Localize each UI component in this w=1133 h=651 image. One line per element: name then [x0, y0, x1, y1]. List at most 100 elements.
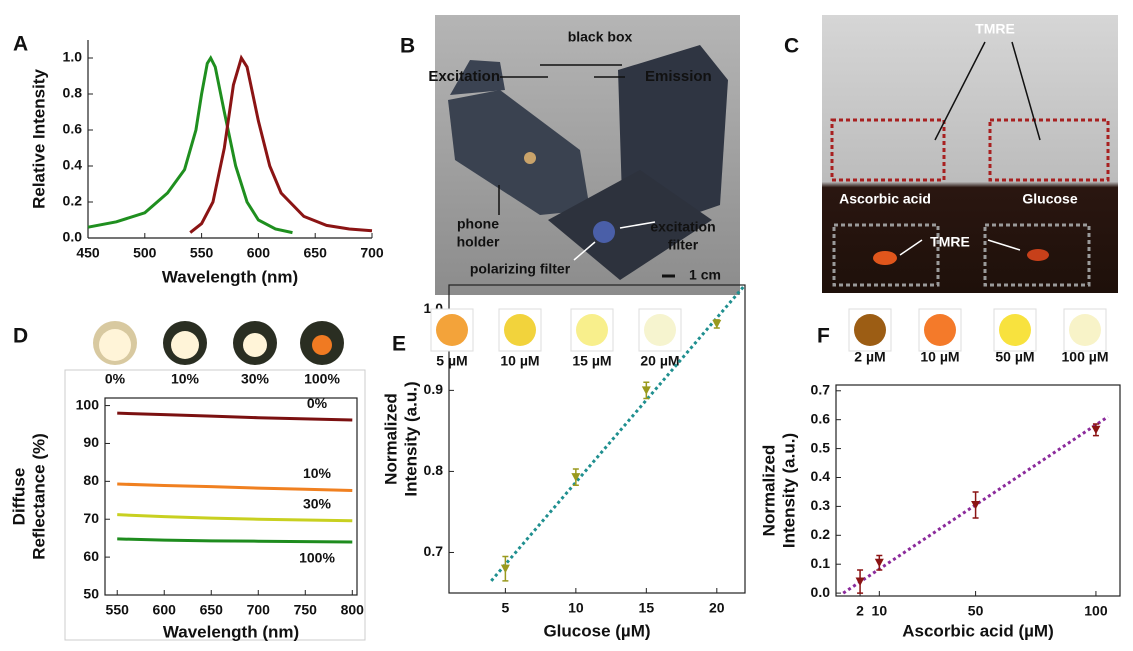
plot-frame [104, 397, 358, 596]
panel-letter: A [13, 33, 28, 56]
x-tick-label: 650 [200, 602, 224, 618]
series-line [117, 411, 353, 422]
swatch-label: 50 µM [995, 349, 1034, 365]
series-line [117, 537, 353, 544]
photo-label: polarizing filter [470, 261, 571, 277]
swatch-label: 10 µM [500, 353, 539, 369]
series-label: 100% [299, 550, 335, 566]
x-tick-label: 20 [709, 600, 725, 616]
x-tick-label: 650 [304, 245, 328, 261]
panel-letter: C [784, 35, 799, 58]
y-tick-label: 0.0 [63, 229, 83, 245]
sample-glow [243, 333, 267, 357]
y-tick-label: 0.2 [811, 526, 831, 542]
y-axis-label: Reflectance (%) [29, 433, 48, 560]
y-tick-label: 0.4 [63, 157, 83, 173]
swatch [504, 314, 536, 346]
photo-label: excitation [650, 219, 715, 235]
x-tick-label: 10 [872, 603, 888, 619]
sample-glow [99, 329, 131, 361]
fit-line [490, 284, 747, 582]
y-tick-label: 90 [83, 434, 99, 450]
x-tick-label: 700 [247, 602, 271, 618]
swatch-label: 100 µM [1062, 349, 1109, 365]
y-tick-label: 80 [83, 472, 99, 488]
x-axis-label: Glucose (µM) [543, 621, 650, 640]
panel-letter: E [392, 333, 406, 356]
x-axis-label: Ascorbic acid (µM) [902, 621, 1054, 640]
x-axis-label: Wavelength (nm) [163, 622, 299, 641]
x-tick-label: 50 [968, 603, 984, 619]
y-tick-label: 0.0 [811, 584, 831, 600]
y-tick-label: 100 [76, 396, 100, 412]
y-tick-label: 0.1 [811, 555, 831, 571]
y-tick-label: 0.7 [424, 543, 444, 559]
swatch [576, 314, 608, 346]
data-point [500, 564, 510, 574]
x-tick-label: 550 [190, 245, 214, 261]
y-tick-label: 0.8 [424, 462, 444, 478]
photo-label: filter [668, 237, 699, 253]
photo-b [435, 15, 740, 295]
y-tick-label: 0.9 [424, 381, 444, 397]
plot-frame [835, 384, 1121, 597]
data-point [1091, 425, 1101, 435]
x-tick-label: 450 [76, 245, 100, 261]
series-label: 30% [303, 496, 332, 512]
data-point [712, 319, 722, 329]
photo-label: Glucose [1022, 191, 1077, 207]
photo-label: holder [457, 234, 500, 250]
y-axis-label: Normalized [759, 445, 778, 537]
series-label: Emission [645, 68, 712, 85]
y-axis-label: Normalized [381, 393, 400, 485]
swatch-label: 10 µM [920, 349, 959, 365]
x-tick-label: 550 [106, 602, 130, 618]
y-axis-label: Diffuse [9, 468, 28, 526]
y-tick-label: 70 [83, 510, 99, 526]
series-label: 0% [307, 395, 328, 411]
series-line [189, 54, 373, 234]
data-point [571, 473, 581, 482]
swatch [644, 314, 676, 346]
series-line [117, 513, 353, 523]
x-tick-label: 750 [294, 602, 318, 618]
swatch-label: 15 µM [572, 353, 611, 369]
x-tick-label: 10 [568, 600, 584, 616]
series-line [87, 54, 293, 235]
y-axis-label: Intensity (a.u.) [779, 433, 798, 548]
swatch-label: 0% [105, 371, 126, 387]
data-point [641, 386, 651, 395]
x-tick-label: 2 [856, 603, 864, 619]
swatch-label: 20 µM [640, 353, 679, 369]
y-tick-label: 60 [83, 548, 99, 564]
panel-letter: F [817, 325, 830, 348]
y-tick-label: 0.7 [811, 381, 831, 397]
photo-label: black box [568, 29, 633, 45]
x-axis-label: Wavelength (nm) [162, 267, 298, 286]
swatch [999, 314, 1031, 346]
photo-label: phone [457, 216, 499, 232]
swatch [924, 314, 956, 346]
x-tick-label: 15 [639, 600, 655, 616]
panel-letter: D [13, 325, 28, 348]
x-tick-label: 600 [153, 602, 177, 618]
photo-label: TMRE [930, 234, 970, 250]
swatch-label: 30% [241, 371, 270, 387]
data-point [855, 577, 865, 587]
y-axis-label: Relative Intensity [29, 69, 48, 209]
swatch-label: 10% [171, 371, 200, 387]
swatch [436, 314, 468, 346]
y-tick-label: 0.5 [811, 439, 831, 455]
panel-frame [64, 369, 366, 641]
series-label: Excitation [428, 68, 500, 85]
y-axis-label: Intensity (a.u.) [401, 381, 420, 496]
panel-letter: B [400, 35, 415, 58]
x-tick-label: 700 [360, 245, 384, 261]
data-point [874, 558, 884, 568]
y-tick-label: 0.6 [63, 121, 83, 137]
x-tick-label: 100 [1084, 603, 1108, 619]
x-tick-label: 5 [501, 600, 509, 616]
y-tick-label: 0.8 [63, 85, 83, 101]
series-line [117, 482, 353, 492]
data-point [971, 500, 981, 510]
